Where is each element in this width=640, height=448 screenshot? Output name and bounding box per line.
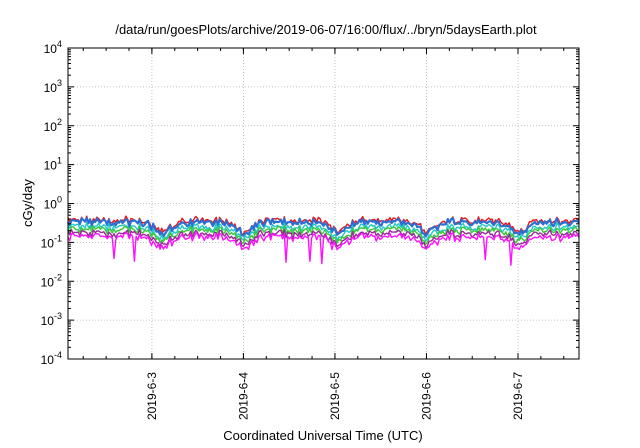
series-line (67, 221, 580, 242)
y-axis-label: cGy/day (20, 179, 35, 227)
y-axis-ticks: 10-4 10-3 10-2 10-1 100 101 102 103 104 (41, 39, 579, 367)
y-tick-label: 10-4 (41, 350, 62, 367)
x-tick-label: 2019-6-3 (145, 372, 159, 420)
y-tick-label: 10-2 (41, 272, 62, 289)
series-line (67, 217, 580, 238)
x-tick-label: 2019-6-7 (511, 372, 525, 420)
y-tick-label: 103 (44, 78, 62, 95)
x-tick-label: 2019-6-6 (419, 372, 433, 420)
y-tick-label: 10-1 (41, 233, 62, 250)
y-tick-label: 101 (44, 156, 62, 173)
series-line (67, 225, 580, 245)
series-line (67, 228, 580, 249)
chart-title: /data/run/goesPlots/archive/2019-06-07/1… (115, 22, 537, 37)
y-tick-label: 102 (44, 117, 62, 134)
x-tick-label: 2019-6-4 (236, 372, 250, 420)
x-axis-label: Coordinated Universal Time (UTC) (223, 428, 422, 443)
x-axis-ticks: 2019-6-3 2019-6-4 2019-6-5 2019-6-6 2019-6-7 (82, 48, 565, 420)
y-tick-label: 100 (44, 195, 62, 212)
x-tick-label: 2019-6-5 (328, 372, 342, 420)
y-tick-label: 10-3 (41, 311, 62, 328)
y-tick-label: 104 (44, 39, 62, 56)
series-layer (67, 215, 580, 266)
series-line (67, 232, 580, 266)
grid (68, 48, 579, 359)
